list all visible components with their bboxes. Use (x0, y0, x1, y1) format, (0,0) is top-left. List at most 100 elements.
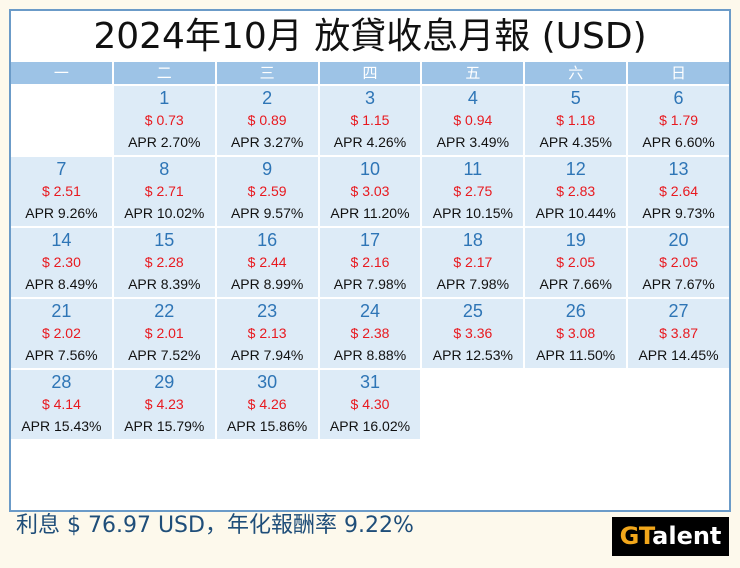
day-cell: 18 $ 2.17 APR 7.98% (422, 228, 524, 297)
interest-amount: $ 2.44 (247, 254, 287, 270)
interest-amount: $ 2.17 (453, 254, 493, 270)
apr-rate: APR 15.79% (124, 418, 205, 434)
interest-amount: $ 2.51 (41, 183, 81, 199)
day-number: 18 (462, 230, 483, 250)
day-number: 10 (359, 159, 380, 179)
day-cell: 24 $ 2.38 APR 8.88% (319, 299, 421, 368)
day-cell: 23 $ 2.13 APR 7.94% (216, 299, 318, 368)
interest-amount: $ 2.59 (247, 183, 287, 199)
calendar-grid: 一 二 三 四 五 六 日 1 $ 0.73 APR 2.70% 2 $ 0.89 APR… (11, 62, 729, 439)
interest-amount: $ 1.79 (659, 112, 699, 128)
apr-rate: APR 15.43% (21, 418, 102, 434)
weekday-header-wed: 三 (216, 62, 318, 84)
interest-amount: $ 0.73 (144, 112, 184, 128)
apr-rate: APR 3.27% (230, 134, 304, 150)
interest-amount: $ 3.36 (453, 325, 493, 341)
apr-rate: APR 4.35% (539, 134, 612, 150)
day-number: 22 (154, 301, 175, 321)
interest-amount: $ 2.30 (41, 254, 81, 270)
interest-amount: $ 2.28 (144, 254, 184, 270)
day-cell: 19 $ 2.05 APR 7.66% (525, 228, 627, 297)
day-number: 19 (565, 230, 586, 250)
day-cell: 27 $ 3.87 APR 14.45% (628, 299, 729, 368)
interest-amount: $ 3.08 (556, 325, 596, 341)
apr-rate: APR 12.53% (432, 347, 513, 363)
interest-amount: $ 1.18 (556, 112, 596, 128)
day-cell: 8 $ 2.71 APR 10.02% (113, 157, 215, 226)
interest-amount: $ 2.75 (453, 183, 493, 199)
day-number: 28 (51, 372, 72, 392)
apr-rate: APR 8.88% (333, 347, 407, 363)
apr-rate: APR 7.56% (25, 347, 98, 363)
interest-amount: $ 2.05 (556, 254, 596, 270)
day-number: 29 (154, 372, 175, 392)
apr-rate: APR 4.26% (333, 134, 407, 150)
interest-amount: $ 2.83 (556, 183, 596, 199)
day-cell: 25 $ 3.36 APR 12.53% (422, 299, 524, 368)
day-cell: 7 $ 2.51 APR 9.26% (11, 157, 112, 226)
day-cell: 21 $ 2.02 APR 7.56% (11, 299, 112, 368)
weekday-header-thu: 四 (319, 62, 421, 84)
logo-rest: alent (652, 522, 722, 550)
report-title: 2024年10月 放貸收息月報 (USD) (93, 16, 647, 57)
monthly-summary: 利息 $ 76.97 USD，年化報酬率 9.22% (16, 513, 414, 538)
day-cell: 5 $ 1.18 APR 4.35% (525, 86, 627, 155)
apr-rate: APR 10.15% (432, 205, 513, 221)
weekday-header-mon: 一 (11, 62, 112, 84)
apr-rate: APR 8.39% (128, 276, 201, 292)
interest-amount: $ 2.01 (144, 325, 184, 341)
day-number: 17 (359, 230, 380, 250)
apr-rate: APR 6.60% (642, 134, 715, 150)
day-number: 14 (51, 230, 72, 250)
day-number: 2 (262, 88, 273, 108)
apr-rate: APR 7.94% (230, 347, 304, 363)
day-number: 3 (364, 88, 375, 108)
day-number: 23 (257, 301, 278, 321)
apr-rate: APR 8.49% (25, 276, 98, 292)
apr-rate: APR 3.49% (436, 134, 510, 150)
apr-rate: APR 15.86% (227, 418, 308, 434)
day-number: 1 (159, 88, 170, 108)
apr-rate: APR 9.57% (230, 205, 304, 221)
day-number: 25 (462, 301, 483, 321)
apr-rate: APR 11.20% (330, 205, 410, 221)
day-number: 6 (673, 88, 684, 108)
weekday-header-sun: 日 (628, 62, 729, 84)
logo-highlight: GT (619, 522, 653, 550)
day-cell: 6 $ 1.79 APR 6.60% (628, 86, 729, 155)
day-number: 11 (463, 159, 483, 179)
apr-rate: APR 2.70% (128, 134, 201, 150)
apr-rate: APR 11.50% (536, 347, 616, 363)
apr-rate: APR 7.98% (333, 276, 407, 292)
apr-rate: APR 10.02% (124, 205, 205, 221)
apr-rate: APR 9.26% (25, 205, 98, 221)
apr-rate: APR 14.45% (638, 347, 719, 363)
apr-rate: APR 7.67% (642, 276, 715, 292)
apr-rate: APR 7.66% (539, 276, 612, 292)
day-number: 31 (359, 372, 380, 392)
day-cell: 12 $ 2.83 APR 10.44% (525, 157, 627, 226)
day-cell: 30 $ 4.26 APR 15.86% (216, 370, 318, 439)
interest-amount: $ 2.64 (659, 183, 699, 199)
day-number: 13 (668, 159, 689, 179)
day-cell: 13 $ 2.64 APR 9.73% (628, 157, 729, 226)
day-cell: 16 $ 2.44 APR 8.99% (216, 228, 318, 297)
interest-amount: $ 4.26 (247, 396, 287, 412)
day-number: 5 (570, 88, 581, 108)
apr-rate: APR 7.98% (436, 276, 510, 292)
day-cell: 26 $ 3.08 APR 11.50% (525, 299, 627, 368)
day-number: 27 (668, 301, 689, 321)
day-cell: 28 $ 4.14 APR 15.43% (11, 370, 112, 439)
interest-amount: $ 3.03 (350, 183, 390, 199)
day-cell: 11 $ 2.75 APR 10.15% (422, 157, 524, 226)
interest-amount: $ 2.02 (41, 325, 81, 341)
day-cell: 1 $ 0.73 APR 2.70% (113, 86, 215, 155)
apr-rate: APR 9.73% (642, 205, 715, 221)
day-cell: 15 $ 2.28 APR 8.39% (113, 228, 215, 297)
day-number: 20 (668, 230, 689, 250)
gtalent-logo: GTalent (612, 517, 729, 556)
interest-amount: $ 4.14 (41, 396, 81, 412)
day-cell: 2 $ 0.89 APR 3.27% (216, 86, 318, 155)
day-cell: 10 $ 3.03 APR 11.20% (319, 157, 421, 226)
